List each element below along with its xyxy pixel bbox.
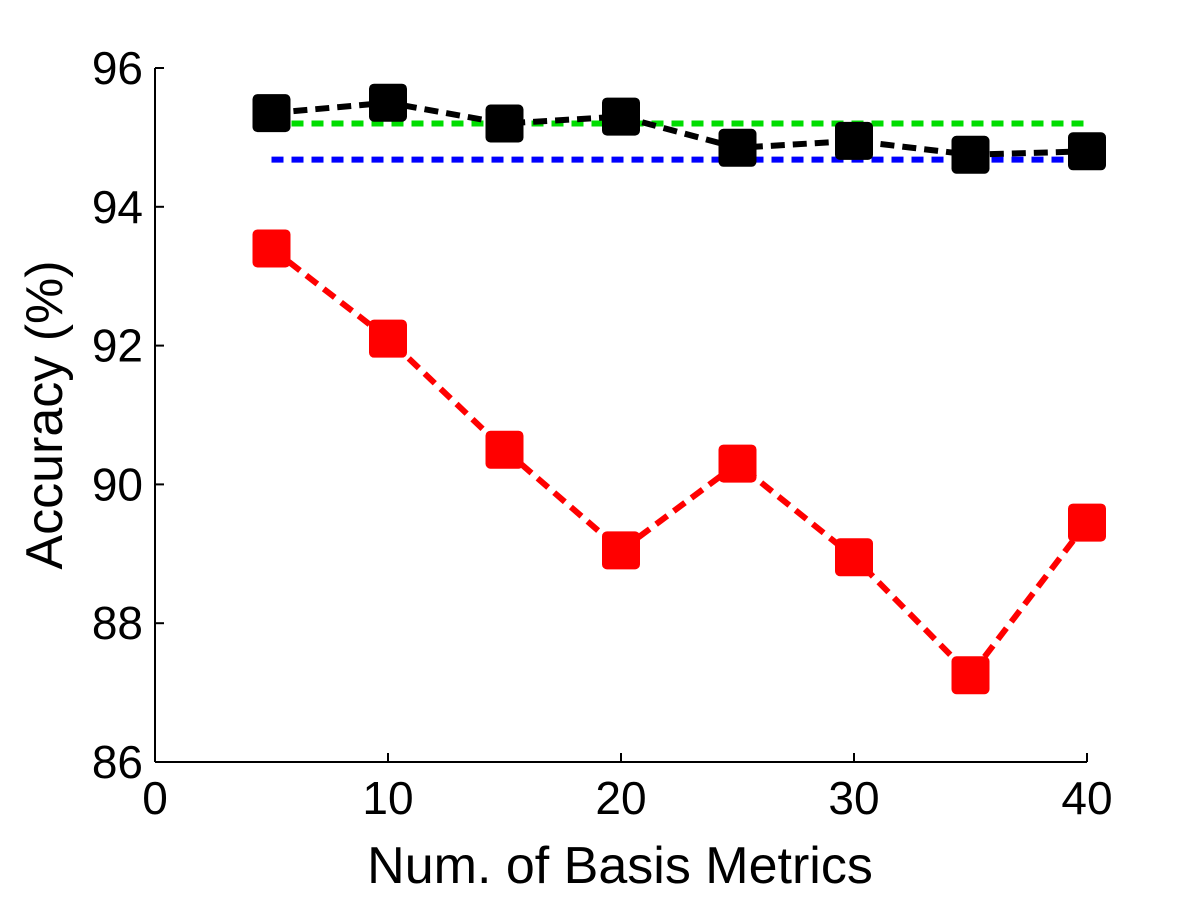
x-tick-label: 30 (828, 772, 879, 824)
red-series-point (835, 538, 873, 577)
red-series-point (718, 444, 757, 483)
y-tick-label: 90 (92, 458, 143, 510)
data-series (252, 83, 1106, 695)
red-series-point (951, 656, 990, 695)
red-series-point (252, 229, 291, 268)
black-series-point (835, 121, 873, 160)
black-series-point (951, 135, 990, 174)
red-series-point (485, 430, 524, 469)
black-series-point (602, 97, 640, 136)
y-tick-label: 92 (92, 320, 143, 372)
black-series-point (485, 104, 524, 143)
x-tick-label: 40 (1061, 772, 1112, 824)
reference-lines (271, 120, 1087, 163)
y-tick-label: 88 (92, 597, 143, 649)
red-series-point (1068, 503, 1106, 542)
black-series-point (369, 83, 407, 122)
axes: 86 88 90 92 94 96 0 10 20 30 40 (92, 42, 1113, 824)
red-series-line (269, 246, 1090, 680)
black-series-point (1068, 132, 1106, 171)
black-series (252, 83, 1106, 174)
red-series-point (369, 319, 407, 358)
y-axis-title: Accuracy (%) (16, 260, 74, 569)
y-tick-label: 96 (92, 42, 143, 94)
black-series-line (271, 99, 1088, 158)
x-tick-label: 0 (142, 772, 168, 824)
y-tick-label: 86 (92, 736, 143, 788)
red-series-point (602, 531, 640, 570)
y-tick-label: 94 (92, 181, 143, 233)
x-tick-label: 20 (595, 772, 646, 824)
x-axis-title: Num. of Basis Metrics (367, 837, 873, 895)
x-tick-label: 10 (362, 772, 413, 824)
red-series (252, 229, 1106, 695)
black-series-point (718, 128, 757, 167)
black-series-point (252, 94, 291, 133)
